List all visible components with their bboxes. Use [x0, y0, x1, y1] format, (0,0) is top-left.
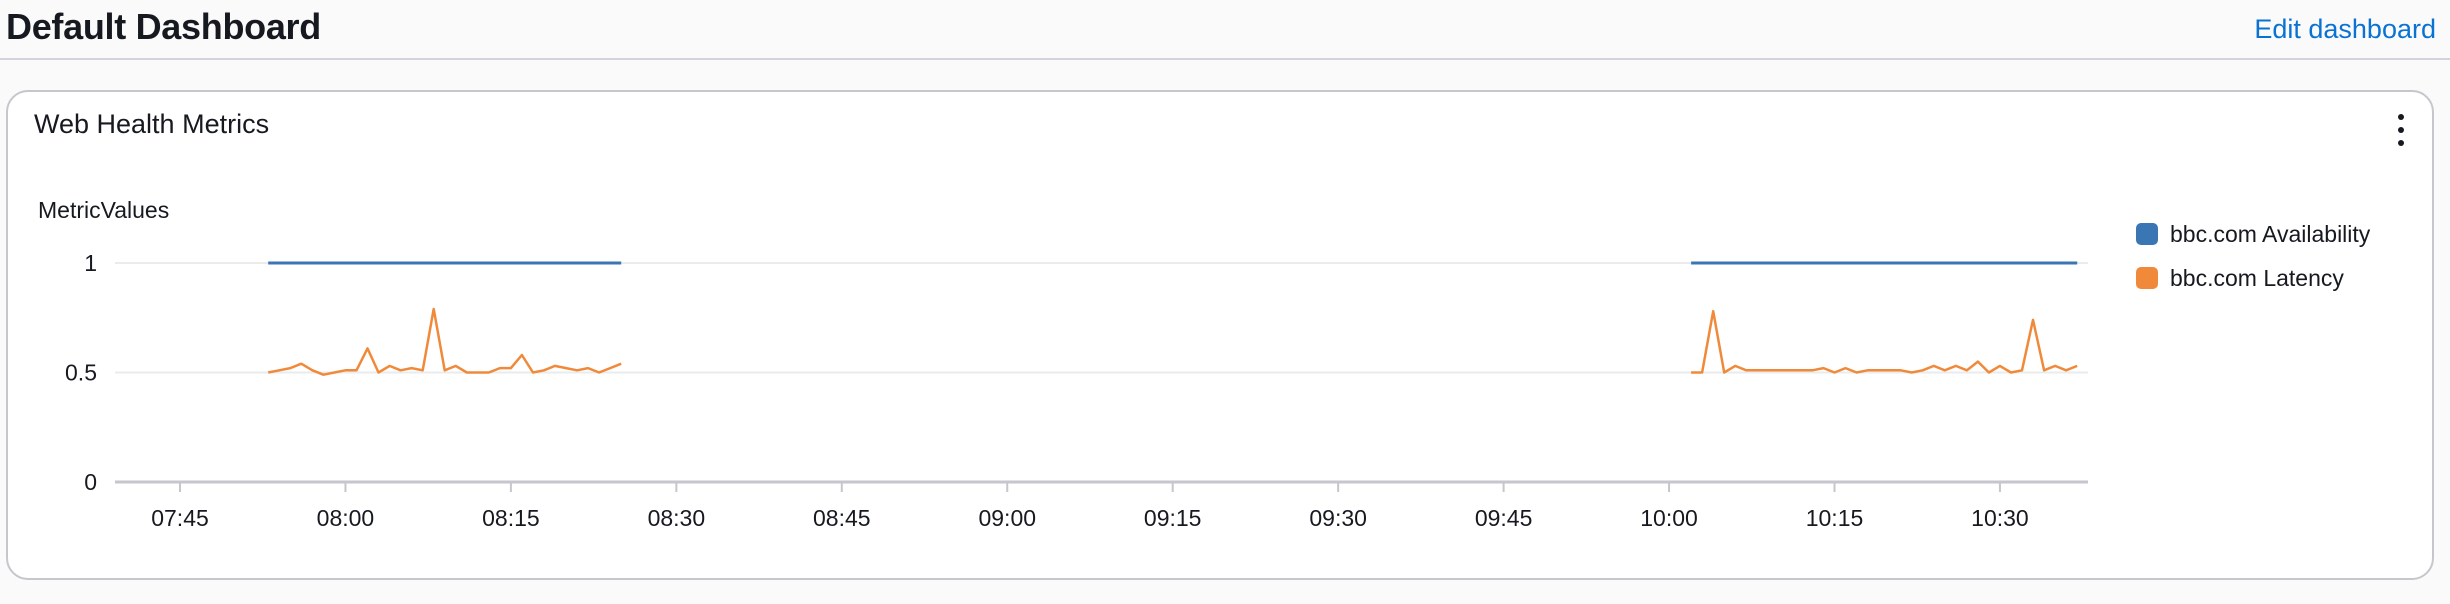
- legend-item-availability[interactable]: bbc.com Availability: [2136, 212, 2370, 256]
- legend-label-latency: bbc.com Latency: [2170, 264, 2344, 291]
- page-title: Default Dashboard: [6, 6, 321, 47]
- kebab-vertical-icon[interactable]: [2394, 112, 2408, 148]
- x-tick-label: 08:00: [317, 505, 375, 531]
- x-tick-label: 10:15: [1806, 505, 1864, 531]
- dashboard-header: Default Dashboard Edit dashboard: [0, 0, 2450, 60]
- x-tick-label: 10:30: [1971, 505, 2029, 531]
- legend-swatch-availability: [2136, 223, 2158, 245]
- latency-series-line: [267, 307, 622, 376]
- x-tick-label: 09:30: [1309, 505, 1367, 531]
- y-tick-label: 0.5: [65, 360, 97, 386]
- chart-legend: bbc.com Availability bbc.com Latency: [2136, 212, 2370, 300]
- legend-item-latency[interactable]: bbc.com Latency: [2136, 256, 2370, 300]
- x-tick-label: 08:45: [813, 505, 871, 531]
- legend-label-availability: bbc.com Availability: [2170, 220, 2371, 247]
- edit-dashboard-link[interactable]: Edit dashboard: [2254, 14, 2436, 44]
- y-axis-label: MetricValues: [38, 197, 169, 223]
- widget-title: Web Health Metrics: [34, 109, 270, 139]
- x-tick-label: 09:45: [1475, 505, 1533, 531]
- y-tick-label: 1: [84, 250, 97, 276]
- x-tick-label: 09:15: [1144, 505, 1202, 531]
- x-tick-label: 09:00: [978, 505, 1036, 531]
- x-tick-label: 08:30: [648, 505, 706, 531]
- latency-series-line: [1691, 309, 2078, 374]
- legend-swatch-latency: [2136, 267, 2158, 289]
- x-tick-label: 08:15: [482, 505, 540, 531]
- x-tick-label: 10:00: [1640, 505, 1698, 531]
- y-tick-label: 0: [84, 469, 97, 495]
- x-tick-label: 07:45: [151, 505, 209, 531]
